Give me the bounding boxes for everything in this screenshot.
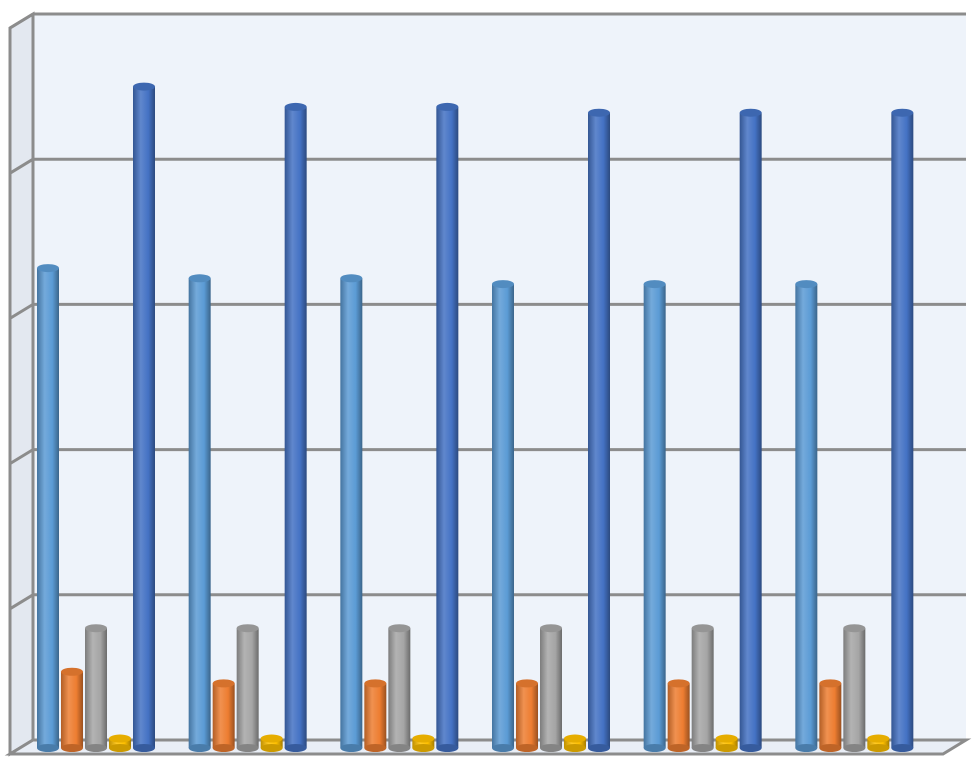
bar-series2-cat1 (61, 667, 83, 752)
bar-series4-cat5 (715, 734, 738, 752)
bar-series4-cat6 (867, 734, 890, 752)
bar-series4-cat1 (109, 734, 131, 752)
bar-series5-cat4 (588, 108, 610, 752)
bar-series3-cat2 (236, 624, 259, 752)
bar-series3-cat4 (540, 624, 562, 752)
bar-series4-cat3 (412, 734, 435, 752)
bar-series1-cat5 (643, 280, 666, 752)
bar-series3-cat6 (843, 624, 866, 752)
bar-series2-cat2 (212, 679, 235, 752)
bar-series5-cat2 (284, 102, 307, 752)
gridline-side (9, 593, 34, 611)
bar-series4-cat2 (260, 734, 283, 752)
gridline-side (9, 303, 34, 320)
bar-series1-cat1 (37, 264, 59, 752)
gridline-side (9, 157, 34, 175)
bar-series1-cat2 (188, 274, 211, 752)
bar-series2-cat3 (364, 679, 387, 752)
bar-series3-cat1 (85, 624, 107, 752)
bar-series1-cat6 (795, 280, 818, 752)
gridline-side (9, 12, 34, 30)
bars-group (10, 82, 943, 756)
bar-series2-cat6 (819, 679, 842, 752)
bar-series2-cat4 (516, 679, 538, 752)
bar-series2-cat5 (667, 679, 690, 752)
gridline-side (9, 448, 34, 465)
bar-series5-cat6 (891, 108, 914, 752)
bar-series5-cat5 (739, 108, 762, 752)
bar-series1-cat4 (492, 280, 514, 752)
bar-series4-cat4 (564, 734, 586, 752)
bar-series5-cat3 (436, 102, 459, 752)
bar-series5-cat1 (133, 82, 155, 752)
bar-series1-cat3 (340, 274, 363, 752)
side-wall (8, 11, 35, 757)
bar-series3-cat3 (388, 624, 411, 752)
bar-series3-cat5 (691, 624, 714, 752)
